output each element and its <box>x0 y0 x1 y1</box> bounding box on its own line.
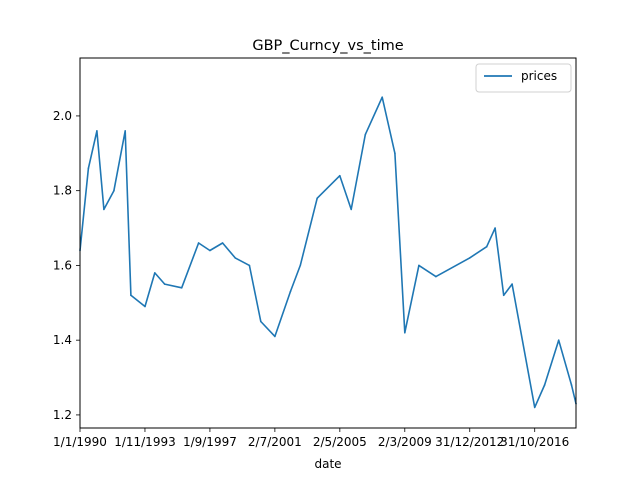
x-tick-label: 1/1/1990 <box>53 435 107 449</box>
data-point <box>557 339 560 342</box>
data-point <box>197 242 200 244</box>
legend-box <box>475 63 572 93</box>
data-point <box>485 245 488 248</box>
data-point <box>394 152 396 155</box>
data-point <box>163 283 166 285</box>
data-point <box>339 174 341 177</box>
x-tick-label: 2/7/2001 <box>248 435 302 449</box>
data-point <box>570 384 573 386</box>
y-tick-label: 1.6 <box>53 258 72 272</box>
x-axis: 1/1/1990 1/11/1993 1/9/1997 2/7/2001 2/5/200… <box>53 428 569 449</box>
data-point <box>248 264 251 267</box>
legend-label-prices: prices <box>521 69 557 83</box>
data-point <box>511 283 513 285</box>
data-point <box>103 208 105 211</box>
data-point <box>543 384 546 386</box>
plot-area <box>80 58 576 428</box>
x-tick-label: 31/10/2016 <box>500 435 569 449</box>
data-point <box>289 290 292 293</box>
data-point <box>404 331 406 334</box>
data-point <box>418 264 420 267</box>
chart-title: GBP_Curncy_vs_time <box>252 38 403 54</box>
data-point <box>299 264 302 267</box>
y-tick-label: 1.2 <box>53 408 72 422</box>
data-point <box>144 305 146 308</box>
y-tick-label: 2.0 <box>53 109 72 123</box>
data-point <box>274 335 276 338</box>
data-point <box>494 227 496 229</box>
data-point <box>468 257 471 259</box>
data-point <box>234 257 236 259</box>
data-point <box>113 189 115 192</box>
plot-frame <box>79 57 577 429</box>
data-point <box>87 167 90 170</box>
data-point <box>502 294 505 297</box>
x-axis-label: date <box>314 457 341 471</box>
x-tick-label: 2/5/2005 <box>313 435 367 449</box>
legend: prices <box>475 63 572 93</box>
data-point <box>381 96 384 98</box>
data-point <box>533 406 536 409</box>
data-point <box>350 208 353 211</box>
data-point <box>124 130 126 132</box>
x-tick-label: 31/12/2012 <box>435 435 504 449</box>
data-point <box>130 294 132 297</box>
data-point <box>364 133 367 136</box>
x-tick-label: 1/9/1997 <box>183 435 237 449</box>
data-point <box>180 287 183 289</box>
y-tick-label: 1.4 <box>53 333 72 347</box>
y-axis: 1.2 1.4 1.6 1.8 2.0 <box>53 109 80 422</box>
series-layer <box>79 96 577 409</box>
data-point <box>260 320 262 323</box>
data-point <box>221 242 224 244</box>
data-point <box>316 197 319 199</box>
x-tick-label: 1/11/1993 <box>114 435 176 449</box>
x-tick-label: 2/3/2009 <box>378 435 432 449</box>
data-point <box>435 275 437 278</box>
data-point <box>154 272 156 274</box>
data-point <box>209 249 211 252</box>
data-point <box>96 130 98 132</box>
y-tick-label: 1.8 <box>53 184 72 198</box>
